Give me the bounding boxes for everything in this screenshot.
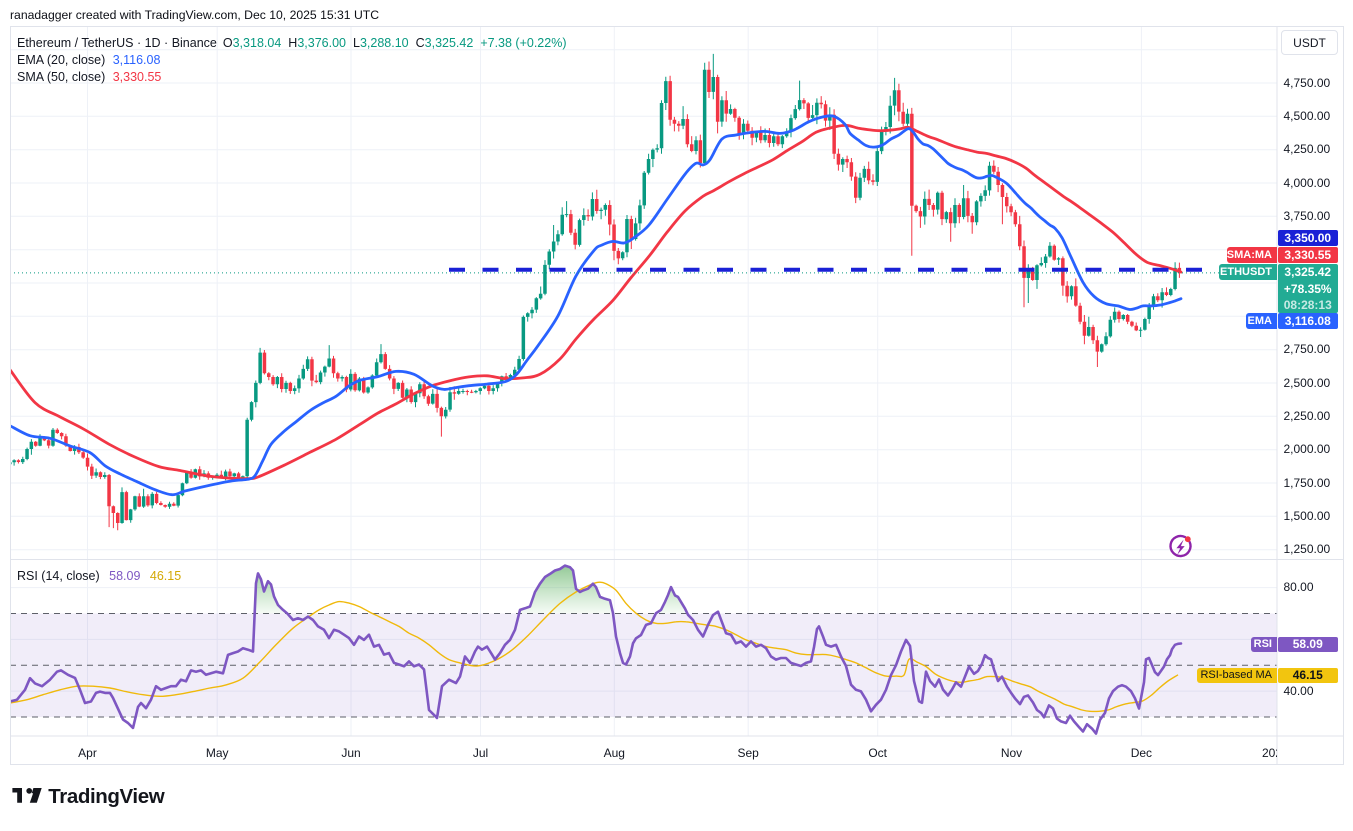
svg-text:TradingView: TradingView: [48, 785, 164, 808]
